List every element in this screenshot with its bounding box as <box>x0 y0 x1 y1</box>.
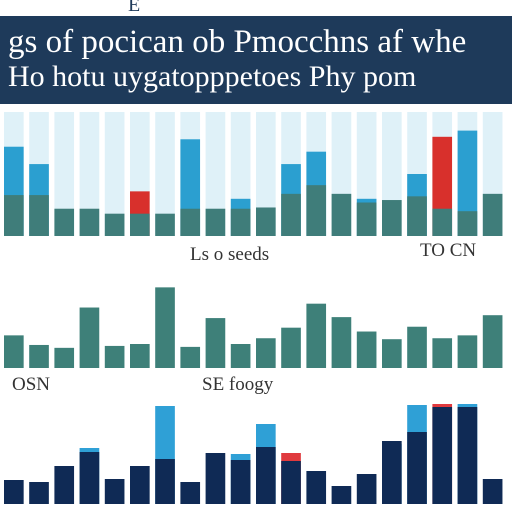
bar <box>331 317 352 368</box>
header-title-line-2: Ho hotu uygatopppetoes Phy pom <box>8 60 417 93</box>
bar <box>4 195 24 236</box>
bar <box>306 303 327 368</box>
bar <box>281 461 301 504</box>
chart-panel-3 <box>4 404 503 504</box>
bar <box>356 202 377 236</box>
bar <box>356 474 377 504</box>
bar <box>230 208 251 236</box>
bar-upper <box>457 130 478 236</box>
header-title-line-1: gs of pocican ob Pmocchns af whe <box>8 24 467 60</box>
bar <box>180 346 201 368</box>
bar <box>180 482 201 504</box>
chart-panel-2 <box>4 287 503 368</box>
bar-background <box>256 112 276 236</box>
bar <box>130 213 150 236</box>
bar <box>205 453 226 504</box>
bar <box>382 441 402 504</box>
bar <box>79 307 100 368</box>
bar <box>104 479 125 504</box>
bar <box>306 471 327 504</box>
chart-2-caption-mid: SE foogy <box>202 374 274 395</box>
bar <box>29 195 49 236</box>
bar <box>155 287 175 368</box>
bar-background <box>79 112 100 236</box>
bar <box>155 459 175 504</box>
bar <box>482 315 503 368</box>
bar <box>180 208 201 236</box>
header-banner: E gs of pocican ob Pmocchns af whe Ho ho… <box>0 0 512 104</box>
bar <box>432 407 453 504</box>
bar <box>29 482 49 504</box>
bar <box>382 339 402 368</box>
bar <box>130 466 150 504</box>
chart-1-caption: Ls o seeds <box>190 244 270 265</box>
bar <box>205 318 226 368</box>
bar <box>457 407 478 504</box>
bar <box>281 193 301 236</box>
bar <box>54 347 75 368</box>
chart-1-caption-right: TO CN <box>420 240 477 261</box>
bar <box>79 452 100 504</box>
bar <box>331 486 352 504</box>
bar <box>79 208 100 236</box>
header-top-strip: E <box>0 0 512 16</box>
bar <box>104 213 125 236</box>
bar <box>205 208 226 236</box>
bar <box>407 326 427 368</box>
bar-background <box>104 112 125 236</box>
bar <box>54 466 75 504</box>
bar <box>331 193 352 236</box>
bar <box>407 196 427 236</box>
bar <box>356 331 377 368</box>
bar <box>306 185 327 236</box>
bar <box>130 344 150 368</box>
bar <box>432 208 453 236</box>
bar <box>432 338 453 368</box>
bar-background <box>205 112 226 236</box>
bar <box>230 460 251 504</box>
bar <box>482 193 503 236</box>
bar-background <box>54 112 75 236</box>
header-top-text: E <box>128 0 142 16</box>
bar <box>407 432 427 504</box>
chart-2-caption: OSN <box>12 374 51 395</box>
bar-background <box>155 112 175 236</box>
bar <box>382 200 402 236</box>
bar <box>4 335 24 368</box>
bar <box>281 327 301 368</box>
bar <box>29 344 49 368</box>
bar <box>104 345 125 368</box>
bar <box>457 335 478 368</box>
bar <box>54 208 75 236</box>
chart-panel-1 <box>4 112 503 236</box>
bar <box>155 213 175 236</box>
bar <box>482 479 503 504</box>
bar <box>230 344 251 368</box>
bar <box>256 447 276 504</box>
bar <box>256 338 276 368</box>
bar <box>457 211 478 236</box>
bar <box>4 480 24 504</box>
bar <box>256 207 276 236</box>
